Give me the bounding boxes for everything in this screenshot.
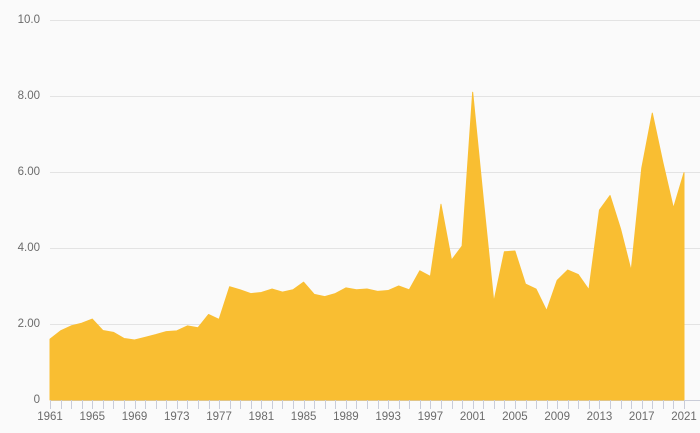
x-axis-tick-label: 1977 [206, 411, 232, 423]
x-axis-tick-label: 1969 [122, 411, 148, 423]
x-axis-tick-label: 1981 [249, 411, 275, 423]
x-axis-tick-label: 2021 [671, 411, 697, 423]
x-axis-tick-label: 1973 [164, 411, 190, 423]
y-axis-tick-label: 0 [34, 394, 40, 406]
y-axis-labels: 0 2.00 4.00 6.00 8.00 10.0 [18, 14, 40, 406]
x-axis-tick-label: 1989 [333, 411, 359, 423]
x-axis-tick-label: 2017 [629, 411, 655, 423]
area-series [49, 91, 685, 401]
x-axis-tick-label: 1997 [418, 411, 444, 423]
y-axis-tick-label: 8.00 [18, 90, 40, 102]
y-axis-tick-label: 4.00 [18, 242, 40, 254]
y-axis-tick-label: 6.00 [18, 166, 40, 178]
x-axis-tick-label: 2009 [544, 411, 570, 423]
x-axis-tick-label: 1985 [291, 411, 317, 423]
x-axis-tick-label: 2005 [502, 411, 528, 423]
area-path [49, 91, 685, 401]
x-axis-labels: 1961 1965 1969 1973 1977 1981 1985 1989 1993 1997… [37, 411, 697, 423]
y-axis-tick-label: 2.00 [18, 318, 40, 330]
x-axis-tick-label: 2013 [587, 411, 613, 423]
x-axis-tick-label: 1965 [79, 411, 105, 423]
x-axis-tick-label: 1993 [375, 411, 401, 423]
x-axis-ticks [50, 400, 685, 409]
y-axis-tick-label: 10.0 [18, 14, 40, 26]
x-axis-tick-label: 2001 [460, 411, 486, 423]
x-axis-tick-label: 1961 [37, 411, 63, 423]
